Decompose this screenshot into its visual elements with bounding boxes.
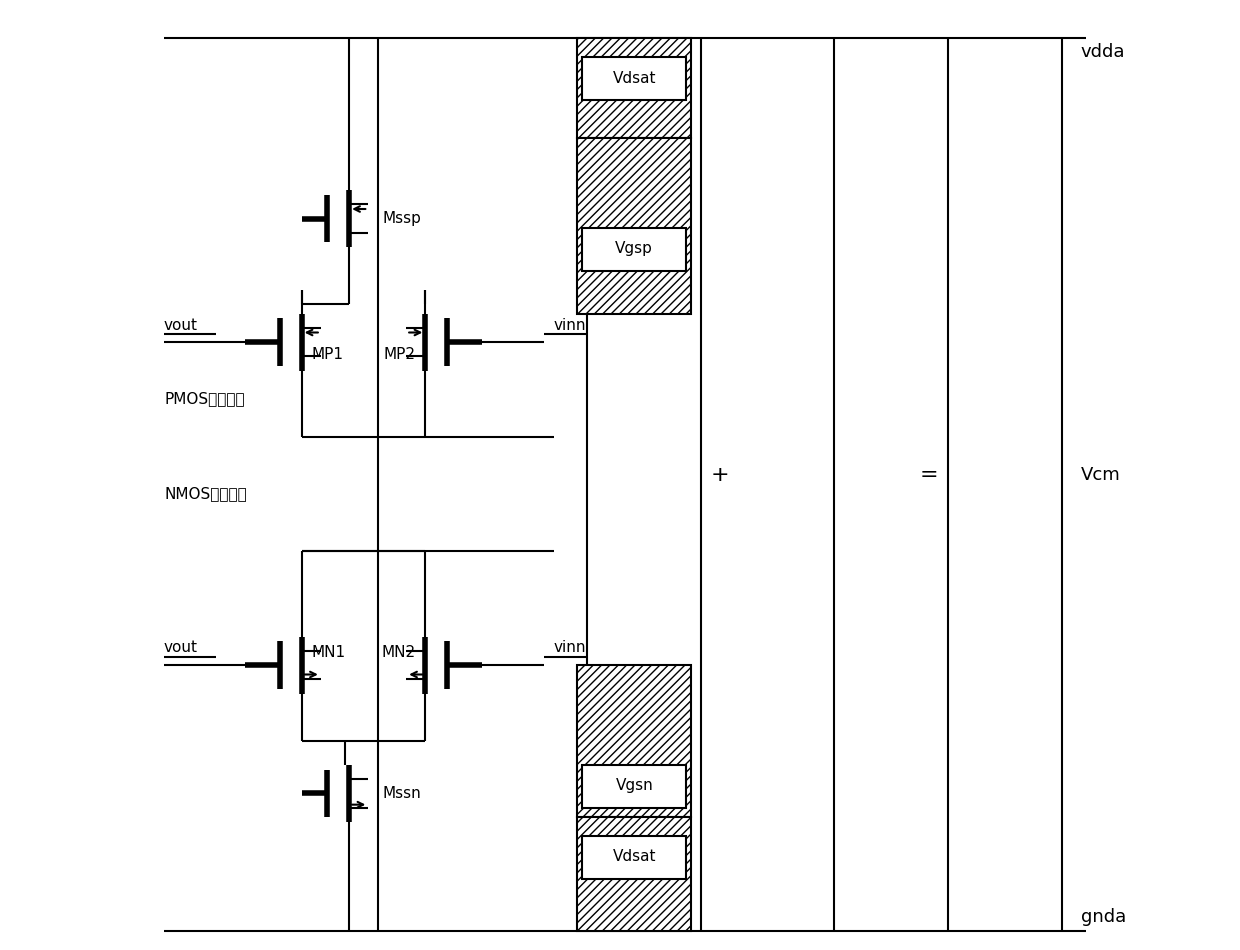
- Bar: [582, 836, 687, 879]
- Text: vout: vout: [164, 640, 198, 656]
- Bar: [582, 765, 687, 807]
- Text: Vdsat: Vdsat: [613, 71, 656, 86]
- Text: MP2: MP2: [383, 347, 415, 362]
- Text: MN1: MN1: [311, 645, 346, 660]
- Text: vinn: vinn: [553, 317, 587, 332]
- Bar: [582, 57, 687, 100]
- Bar: [582, 228, 687, 271]
- Text: Vcm: Vcm: [1081, 466, 1121, 484]
- Bar: [578, 817, 691, 931]
- Bar: [578, 138, 691, 314]
- Bar: [578, 38, 691, 138]
- Text: Vgsn: Vgsn: [615, 778, 653, 793]
- Text: Vgsp: Vgsp: [615, 241, 653, 256]
- Text: =: =: [919, 465, 939, 485]
- Text: gnda: gnda: [1081, 908, 1126, 926]
- Text: Mssn: Mssn: [382, 786, 422, 801]
- Text: +: +: [711, 465, 729, 485]
- Text: MP1: MP1: [311, 347, 343, 362]
- Text: MN2: MN2: [382, 645, 415, 660]
- Text: PMOS输入对管: PMOS输入对管: [164, 391, 244, 407]
- Text: Vdsat: Vdsat: [613, 849, 656, 865]
- Text: vout: vout: [164, 317, 198, 332]
- Text: vinn: vinn: [553, 640, 587, 656]
- Bar: [578, 665, 691, 817]
- Text: Mssp: Mssp: [382, 211, 422, 226]
- Text: vdda: vdda: [1081, 43, 1125, 61]
- Text: NMOS输入对管: NMOS输入对管: [164, 486, 247, 502]
